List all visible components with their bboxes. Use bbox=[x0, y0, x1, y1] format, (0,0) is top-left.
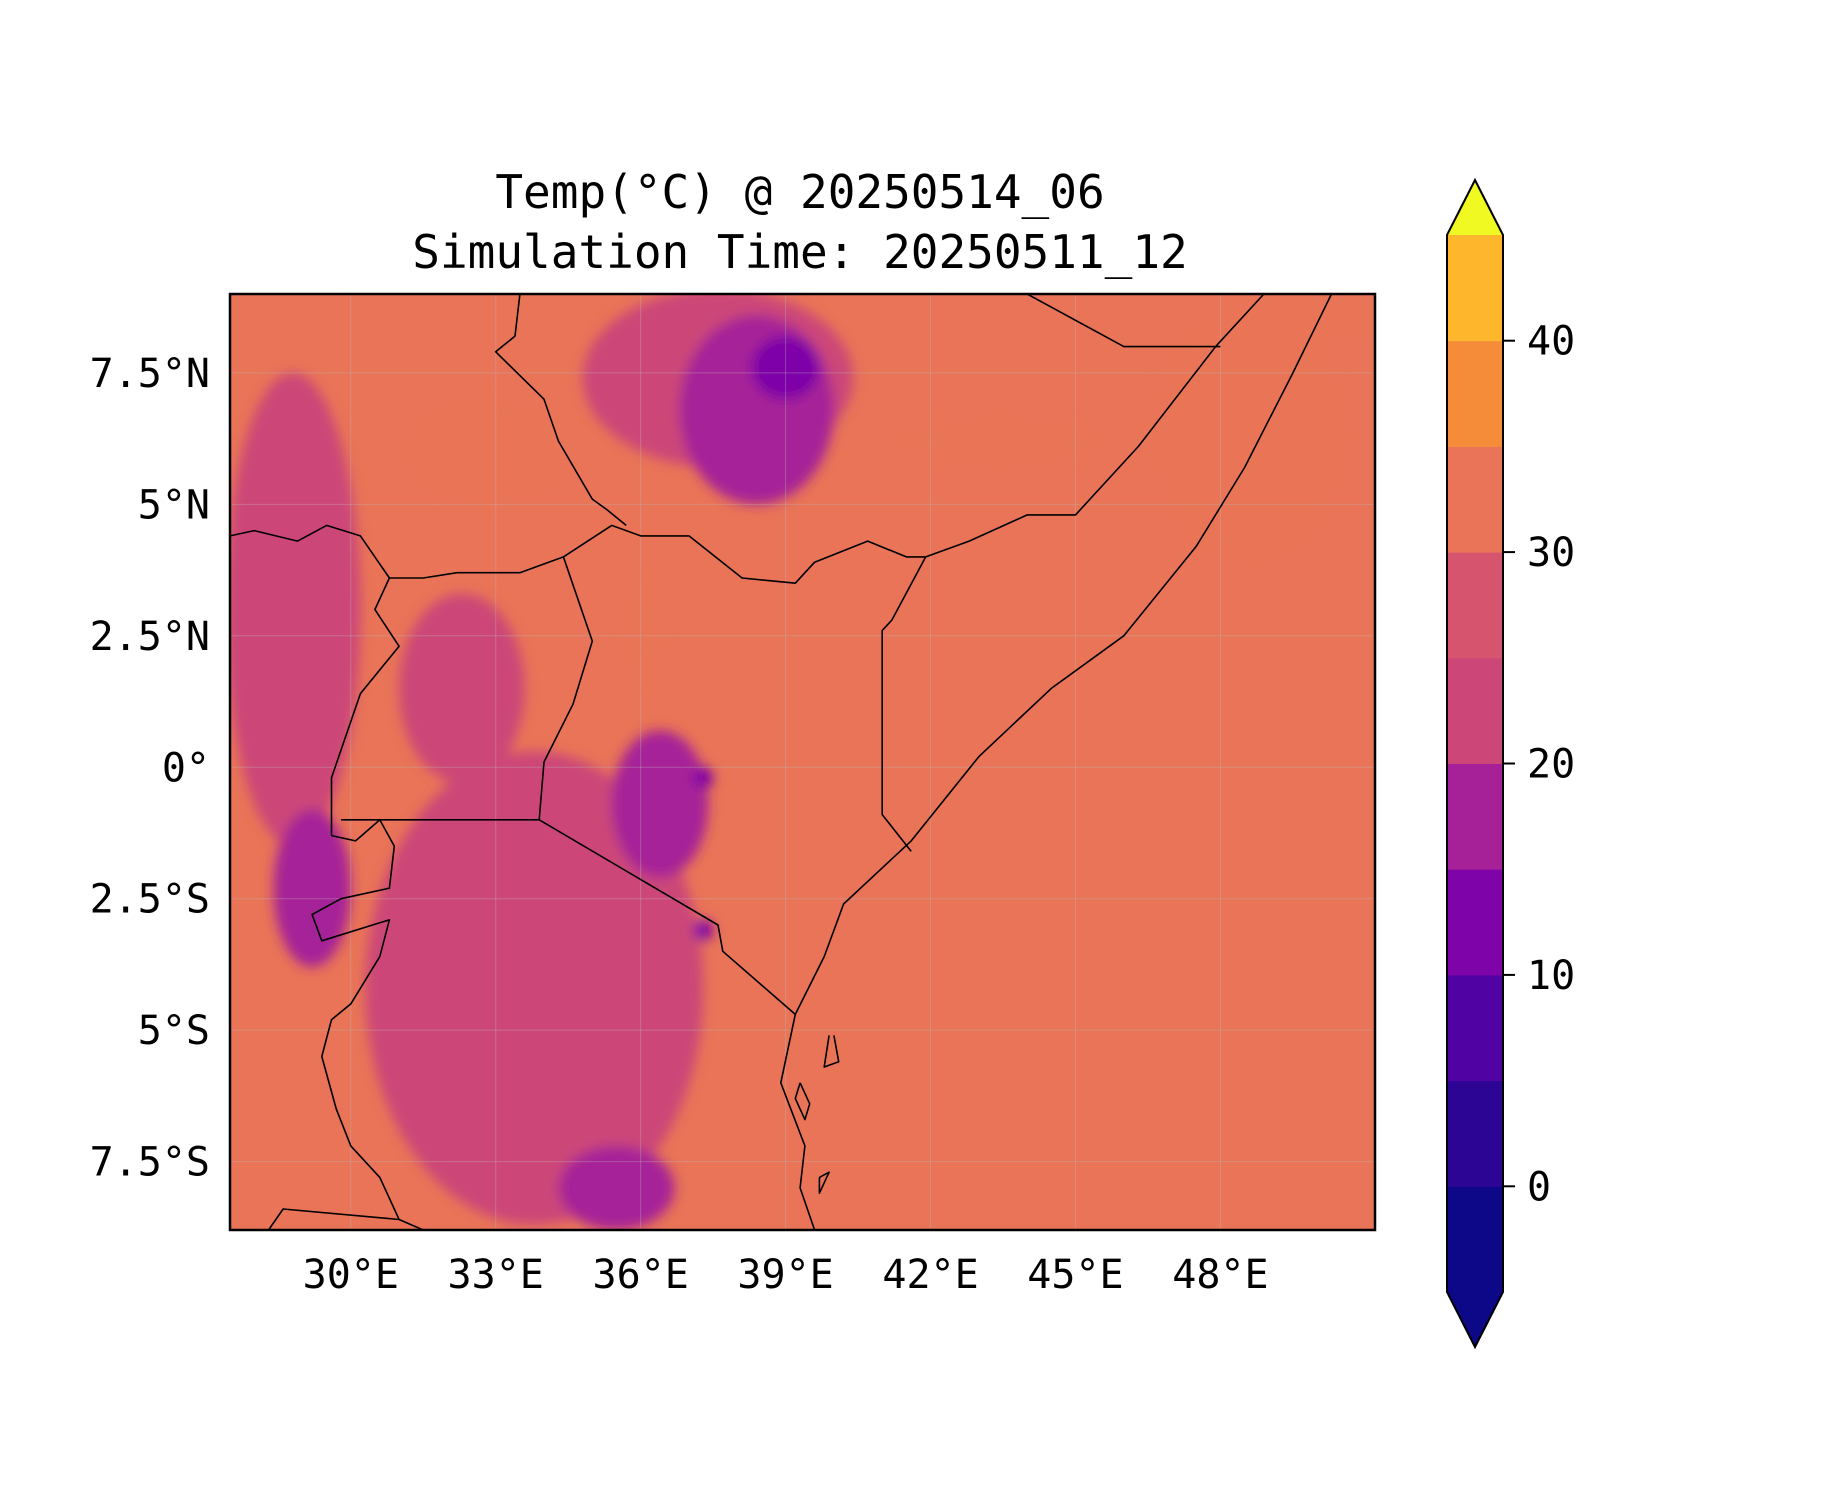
region-ogaden-hot bbox=[896, 420, 1110, 463]
x-tick-label: 30°E bbox=[303, 1252, 399, 1298]
x-tick-label: 39°E bbox=[737, 1252, 833, 1298]
region-uganda-mild bbox=[399, 593, 525, 784]
region-ethiopian-highlands-cool bbox=[679, 315, 834, 505]
colorbar-segment bbox=[1447, 974, 1503, 1082]
colorbar-segment bbox=[1447, 235, 1503, 342]
x-tick-label: 36°E bbox=[592, 1252, 688, 1298]
latitude-axis: 7.5°N 5°N 2.5°N 0° 2.5°S 5°S 7.5°S bbox=[90, 351, 210, 1186]
y-tick-label: 2.5°N bbox=[90, 614, 210, 660]
colorbar-segment bbox=[1447, 552, 1503, 659]
colorbar-tick-label: 40 bbox=[1527, 319, 1575, 365]
y-tick-label: 5°N bbox=[138, 482, 210, 528]
colorbar-tick-label: 30 bbox=[1527, 530, 1575, 576]
figure-title-line-2: Simulation Time: 20250511_12 bbox=[412, 225, 1187, 279]
boundary-ethiopia-somaliland-border bbox=[1026, 294, 1221, 348]
boundary-uganda-kenya-border bbox=[519, 556, 594, 820]
y-tick-label: 5°S bbox=[138, 1008, 210, 1054]
boundary-rwanda-burundi-outline bbox=[311, 818, 424, 1230]
region-ethiopian-highlands-cold bbox=[751, 336, 820, 400]
boundary-africa-east-coastline bbox=[779, 294, 1333, 1230]
region-somalia-coast-hot bbox=[1152, 309, 1347, 563]
boundary-south-sudan-ethiopia-border bbox=[494, 294, 627, 527]
region-congo-basin-mild bbox=[230, 372, 361, 847]
region-southern-highlands-cool bbox=[558, 1145, 675, 1230]
region-gulf-aden-hot bbox=[1220, 294, 1366, 347]
colorbar-outline bbox=[1446, 177, 1504, 1350]
map-frame bbox=[228, 292, 1377, 1232]
colorbar-segment bbox=[1447, 869, 1503, 976]
region-kilimanjaro-cold bbox=[693, 919, 714, 941]
boundary-kenya-ethiopia-border bbox=[562, 524, 926, 585]
boundary-kenya-tanzania-border bbox=[538, 819, 796, 1016]
colorbar: 0 10 20 30 40 bbox=[1446, 177, 1575, 1350]
country-boundaries bbox=[230, 294, 1333, 1230]
boundary-zanzibar-unguja bbox=[794, 1082, 811, 1121]
colorbar-segment bbox=[1447, 446, 1503, 553]
x-tick-label: 48°E bbox=[1172, 1252, 1268, 1298]
colorbar-extend-min bbox=[1447, 1292, 1503, 1347]
colorbar-tick-label: 20 bbox=[1527, 742, 1575, 788]
temperature-regions bbox=[230, 294, 1366, 1230]
map-gridlines bbox=[230, 294, 1375, 1230]
colorbar-segment bbox=[1447, 340, 1503, 447]
boundary-mafia-island bbox=[818, 1171, 830, 1194]
boundary-south-sudan-uganda-border bbox=[230, 524, 520, 579]
figure-title-line-1: Temp(°C) @ 20250514_06 bbox=[495, 165, 1104, 219]
colorbar-segment bbox=[1447, 1186, 1503, 1293]
x-tick-label: 33°E bbox=[448, 1252, 544, 1298]
colorbar-extend-max bbox=[1447, 180, 1503, 235]
region-albertine-rift-cool bbox=[273, 809, 351, 968]
longitude-axis: 30°E 33°E 36°E 39°E 42°E 45°E 48°E bbox=[303, 1252, 1269, 1298]
boundary-kenya-somalia-border bbox=[881, 556, 927, 852]
y-tick-label: 0° bbox=[162, 745, 210, 791]
region-south-sudan-hot bbox=[403, 399, 569, 505]
colorbar-segment bbox=[1447, 763, 1503, 870]
boundary-uganda-drc-border bbox=[330, 577, 400, 836]
y-tick-label: 7.5°S bbox=[90, 1140, 210, 1186]
colorbar-tick-label: 10 bbox=[1527, 953, 1575, 999]
region-tanzania-plateau-mild bbox=[365, 751, 704, 1225]
colorbar-segment bbox=[1447, 1080, 1503, 1187]
x-tick-label: 45°E bbox=[1027, 1252, 1123, 1298]
y-tick-label: 2.5°S bbox=[90, 877, 210, 923]
boundary-tanzania-zambia-border bbox=[267, 1208, 400, 1230]
colorbar-segment bbox=[1447, 657, 1503, 764]
region-mount-kenya-cold bbox=[693, 767, 714, 789]
x-tick-label: 42°E bbox=[882, 1252, 978, 1298]
y-tick-label: 7.5°N bbox=[90, 351, 210, 397]
boundary-zanzibar-pemba bbox=[823, 1035, 840, 1068]
region-kenya-highlands-cool bbox=[611, 730, 709, 878]
map-plot-area bbox=[228, 292, 1377, 1232]
region-lake-turkana-hot bbox=[628, 577, 663, 684]
colorbar-tick-label: 0 bbox=[1527, 1164, 1551, 1210]
